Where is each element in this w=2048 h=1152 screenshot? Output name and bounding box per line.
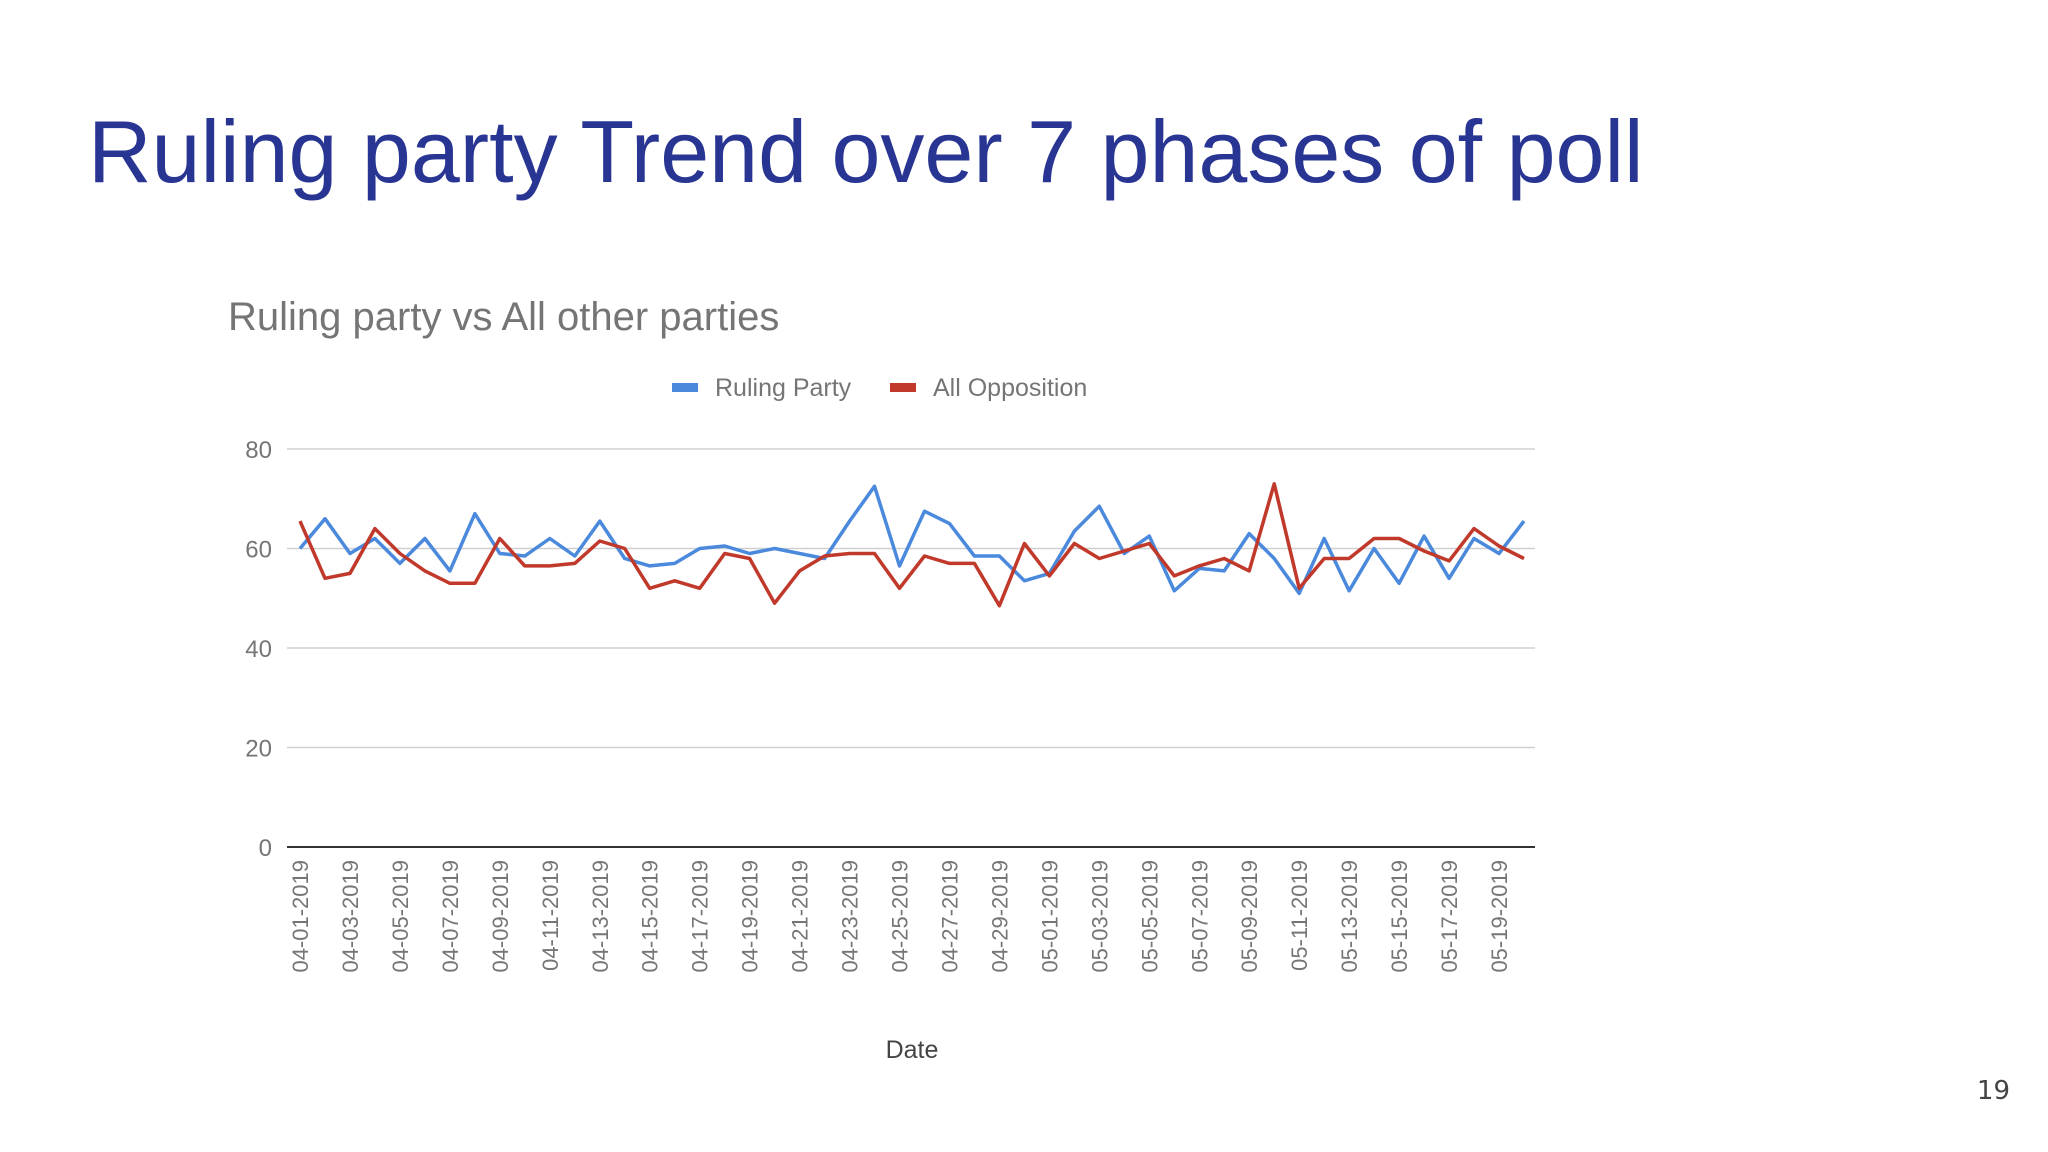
x-axis-ticks: 04-01-2019 04-03-2019 04-05-2019 04-07-2019…: [288, 860, 1512, 973]
x-tick-label: 04-17-2019: [688, 860, 713, 973]
x-tick-label: 05-01-2019: [1037, 860, 1062, 973]
x-tick-label: 05-11-2019: [1287, 860, 1312, 971]
legend-swatch: [890, 383, 916, 392]
x-tick-label: 04-21-2019: [788, 860, 813, 973]
x-tick-label: 04-09-2019: [488, 860, 513, 973]
y-tick-label: 80: [245, 437, 272, 464]
x-tick-label: 04-19-2019: [738, 860, 763, 973]
x-tick-label: 04-15-2019: [638, 860, 663, 973]
x-tick-label: 04-13-2019: [588, 860, 613, 973]
y-axis-ticks: 0 20 40 60 80: [245, 437, 272, 862]
chart-gridlines: [287, 448, 1535, 749]
x-tick-label: 05-13-2019: [1337, 860, 1362, 973]
x-tick-label: 05-07-2019: [1187, 860, 1212, 973]
y-tick-label: 60: [245, 537, 272, 564]
x-tick-label: 04-05-2019: [388, 860, 413, 973]
page-number: 19: [1976, 1076, 2010, 1106]
x-axis-label: Date: [886, 1036, 939, 1064]
series-line-ruling-party: [298, 484, 1526, 596]
legend-label: Ruling Party: [715, 374, 852, 402]
x-tick-label: 04-29-2019: [987, 860, 1012, 973]
x-tick-label: 04-11-2019: [538, 860, 563, 971]
x-tick-label: 04-03-2019: [338, 860, 363, 973]
slide-title: Ruling party Trend over 7 phases of poll: [88, 102, 1644, 201]
x-tick-label: 04-07-2019: [438, 860, 463, 973]
x-tick-label: 05-17-2019: [1437, 860, 1462, 973]
x-tick-label: 04-23-2019: [838, 860, 863, 973]
x-tick-label: 04-27-2019: [937, 860, 962, 973]
x-tick-label: 05-19-2019: [1487, 860, 1512, 973]
x-tick-label: 05-03-2019: [1087, 860, 1112, 973]
chart-series: [298, 482, 1526, 608]
chart-title: Ruling party vs All other parties: [228, 295, 779, 339]
y-tick-label: 0: [259, 835, 272, 862]
series-line-all-opposition: [298, 482, 1525, 608]
legend-label: All Opposition: [933, 374, 1087, 402]
x-tick-label: 04-25-2019: [888, 860, 913, 973]
x-tick-label: 04-01-2019: [288, 860, 313, 973]
x-tick-label: 05-09-2019: [1237, 860, 1262, 973]
legend-swatch: [672, 383, 698, 392]
x-tick-label: 05-15-2019: [1387, 860, 1412, 973]
y-tick-label: 20: [245, 736, 272, 763]
y-tick-label: 40: [245, 636, 272, 663]
x-tick-label: 05-05-2019: [1137, 860, 1162, 973]
chart-legend: Ruling Party All Opposition: [672, 374, 1087, 402]
